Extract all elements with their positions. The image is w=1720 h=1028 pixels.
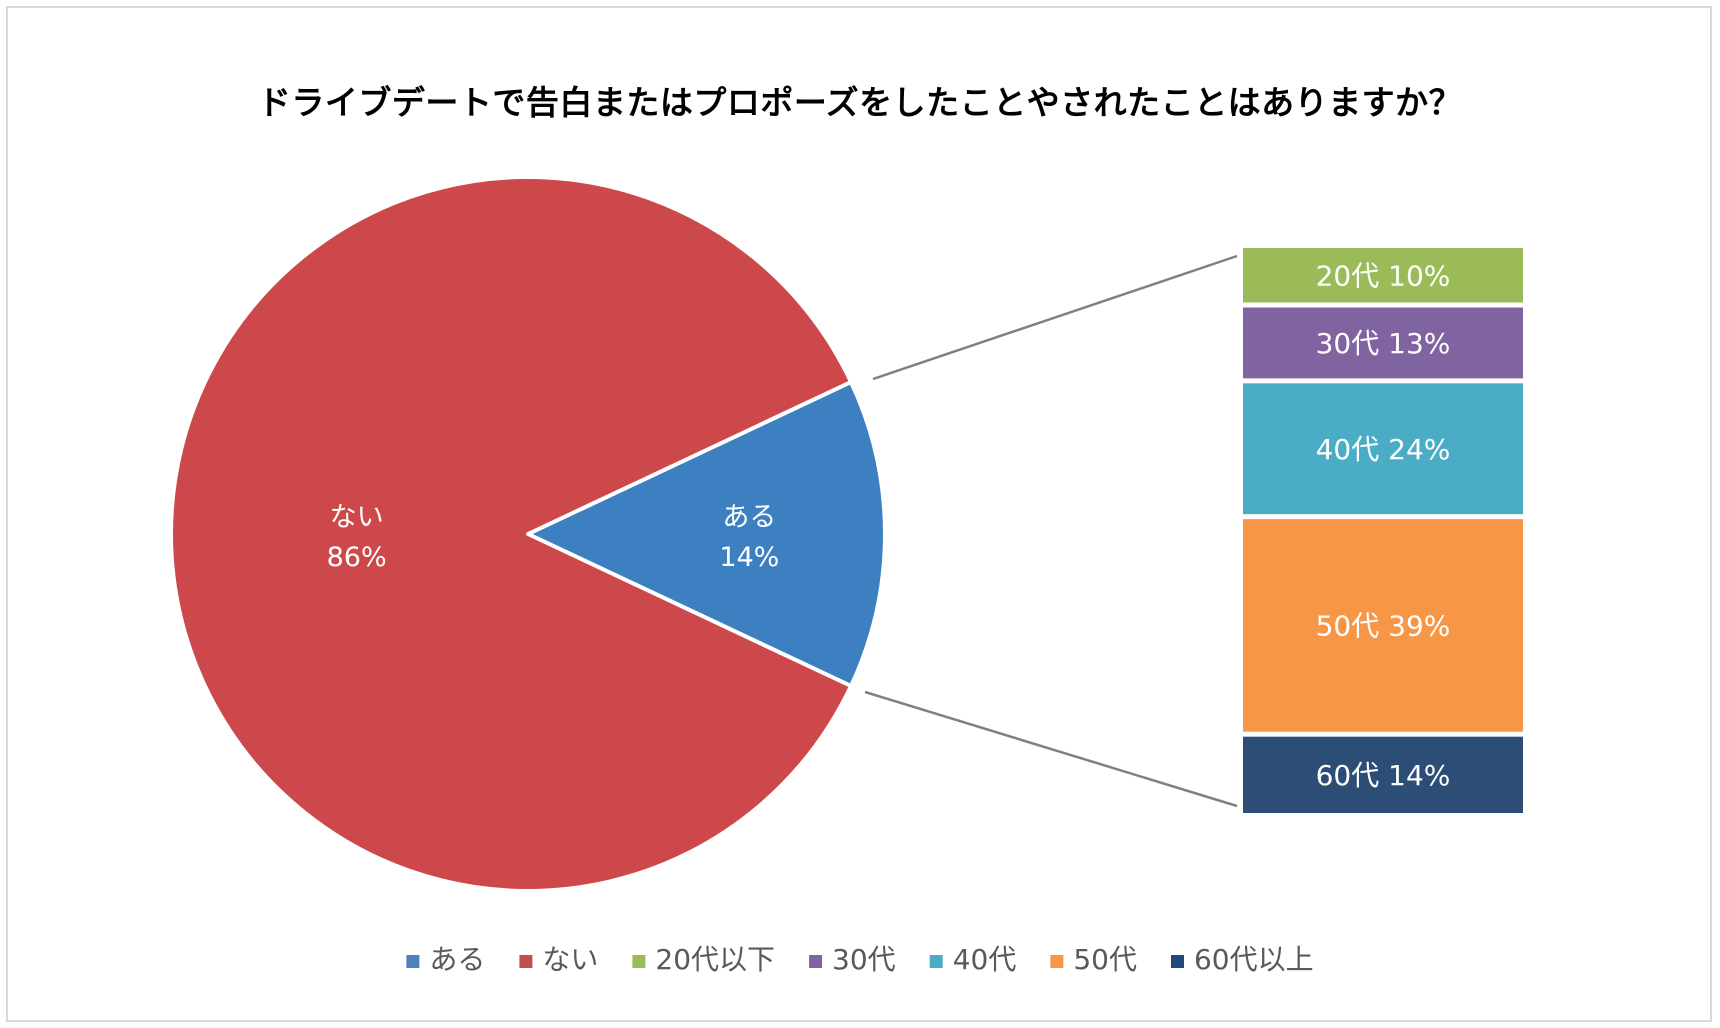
bar-segment-label: 20代 10% bbox=[1316, 259, 1451, 292]
breakdown-bar: 20代 10% 30代 13% 40代 24% 50代 39% 60代 14% bbox=[1243, 248, 1523, 813]
legend-swatch bbox=[519, 955, 533, 968]
legend-label: 60代以上 bbox=[1194, 943, 1314, 976]
legend-swatch bbox=[1050, 955, 1064, 968]
pie-slice-aru bbox=[526, 380, 887, 688]
legend-swatch bbox=[406, 955, 420, 968]
legend-label: ある bbox=[429, 943, 485, 976]
bar-segment-40s bbox=[1243, 383, 1523, 515]
bar-segment-50s bbox=[1243, 519, 1523, 732]
bar-segment-20s bbox=[1243, 248, 1523, 303]
pie-label-aru: ある bbox=[722, 502, 776, 533]
legend-label: ない bbox=[542, 943, 598, 976]
legend-label: 40代 bbox=[953, 943, 1017, 976]
connector-line-top bbox=[872, 254, 1238, 381]
bar-segment-label: 60代 14% bbox=[1316, 759, 1451, 792]
legend-label: 20代以下 bbox=[655, 943, 775, 976]
bar-segment-label: 30代 13% bbox=[1316, 327, 1451, 360]
legend: ある ない 20代以下 30代 40代 50代 60代以上 bbox=[406, 943, 1314, 976]
legend-swatch bbox=[632, 955, 646, 968]
pie-label-nai: ない bbox=[330, 502, 384, 533]
legend-swatch bbox=[1170, 955, 1184, 968]
bar-segment-label: 50代 39% bbox=[1316, 609, 1451, 642]
legend-label: 50代 bbox=[1073, 943, 1137, 976]
pie-value-aru: 14% bbox=[719, 542, 779, 573]
bar-segment-30s bbox=[1243, 307, 1523, 379]
legend-swatch bbox=[929, 955, 943, 968]
bar-segment-60s bbox=[1243, 736, 1523, 813]
legend-swatch bbox=[809, 955, 823, 968]
pie-slice-nai bbox=[169, 175, 854, 893]
pie-value-nai: 86% bbox=[327, 542, 387, 573]
chart-title: ドライブデートで告白またはプロポーズをしたことやされたことはありますか？ bbox=[257, 83, 1463, 122]
connector-lines bbox=[864, 254, 1238, 808]
bar-segment-label: 40代 24% bbox=[1316, 433, 1451, 466]
pie-layer: ある 14% ない 86% bbox=[169, 175, 887, 893]
legend-label: 30代 bbox=[832, 943, 896, 976]
connector-line-bottom bbox=[864, 690, 1238, 808]
